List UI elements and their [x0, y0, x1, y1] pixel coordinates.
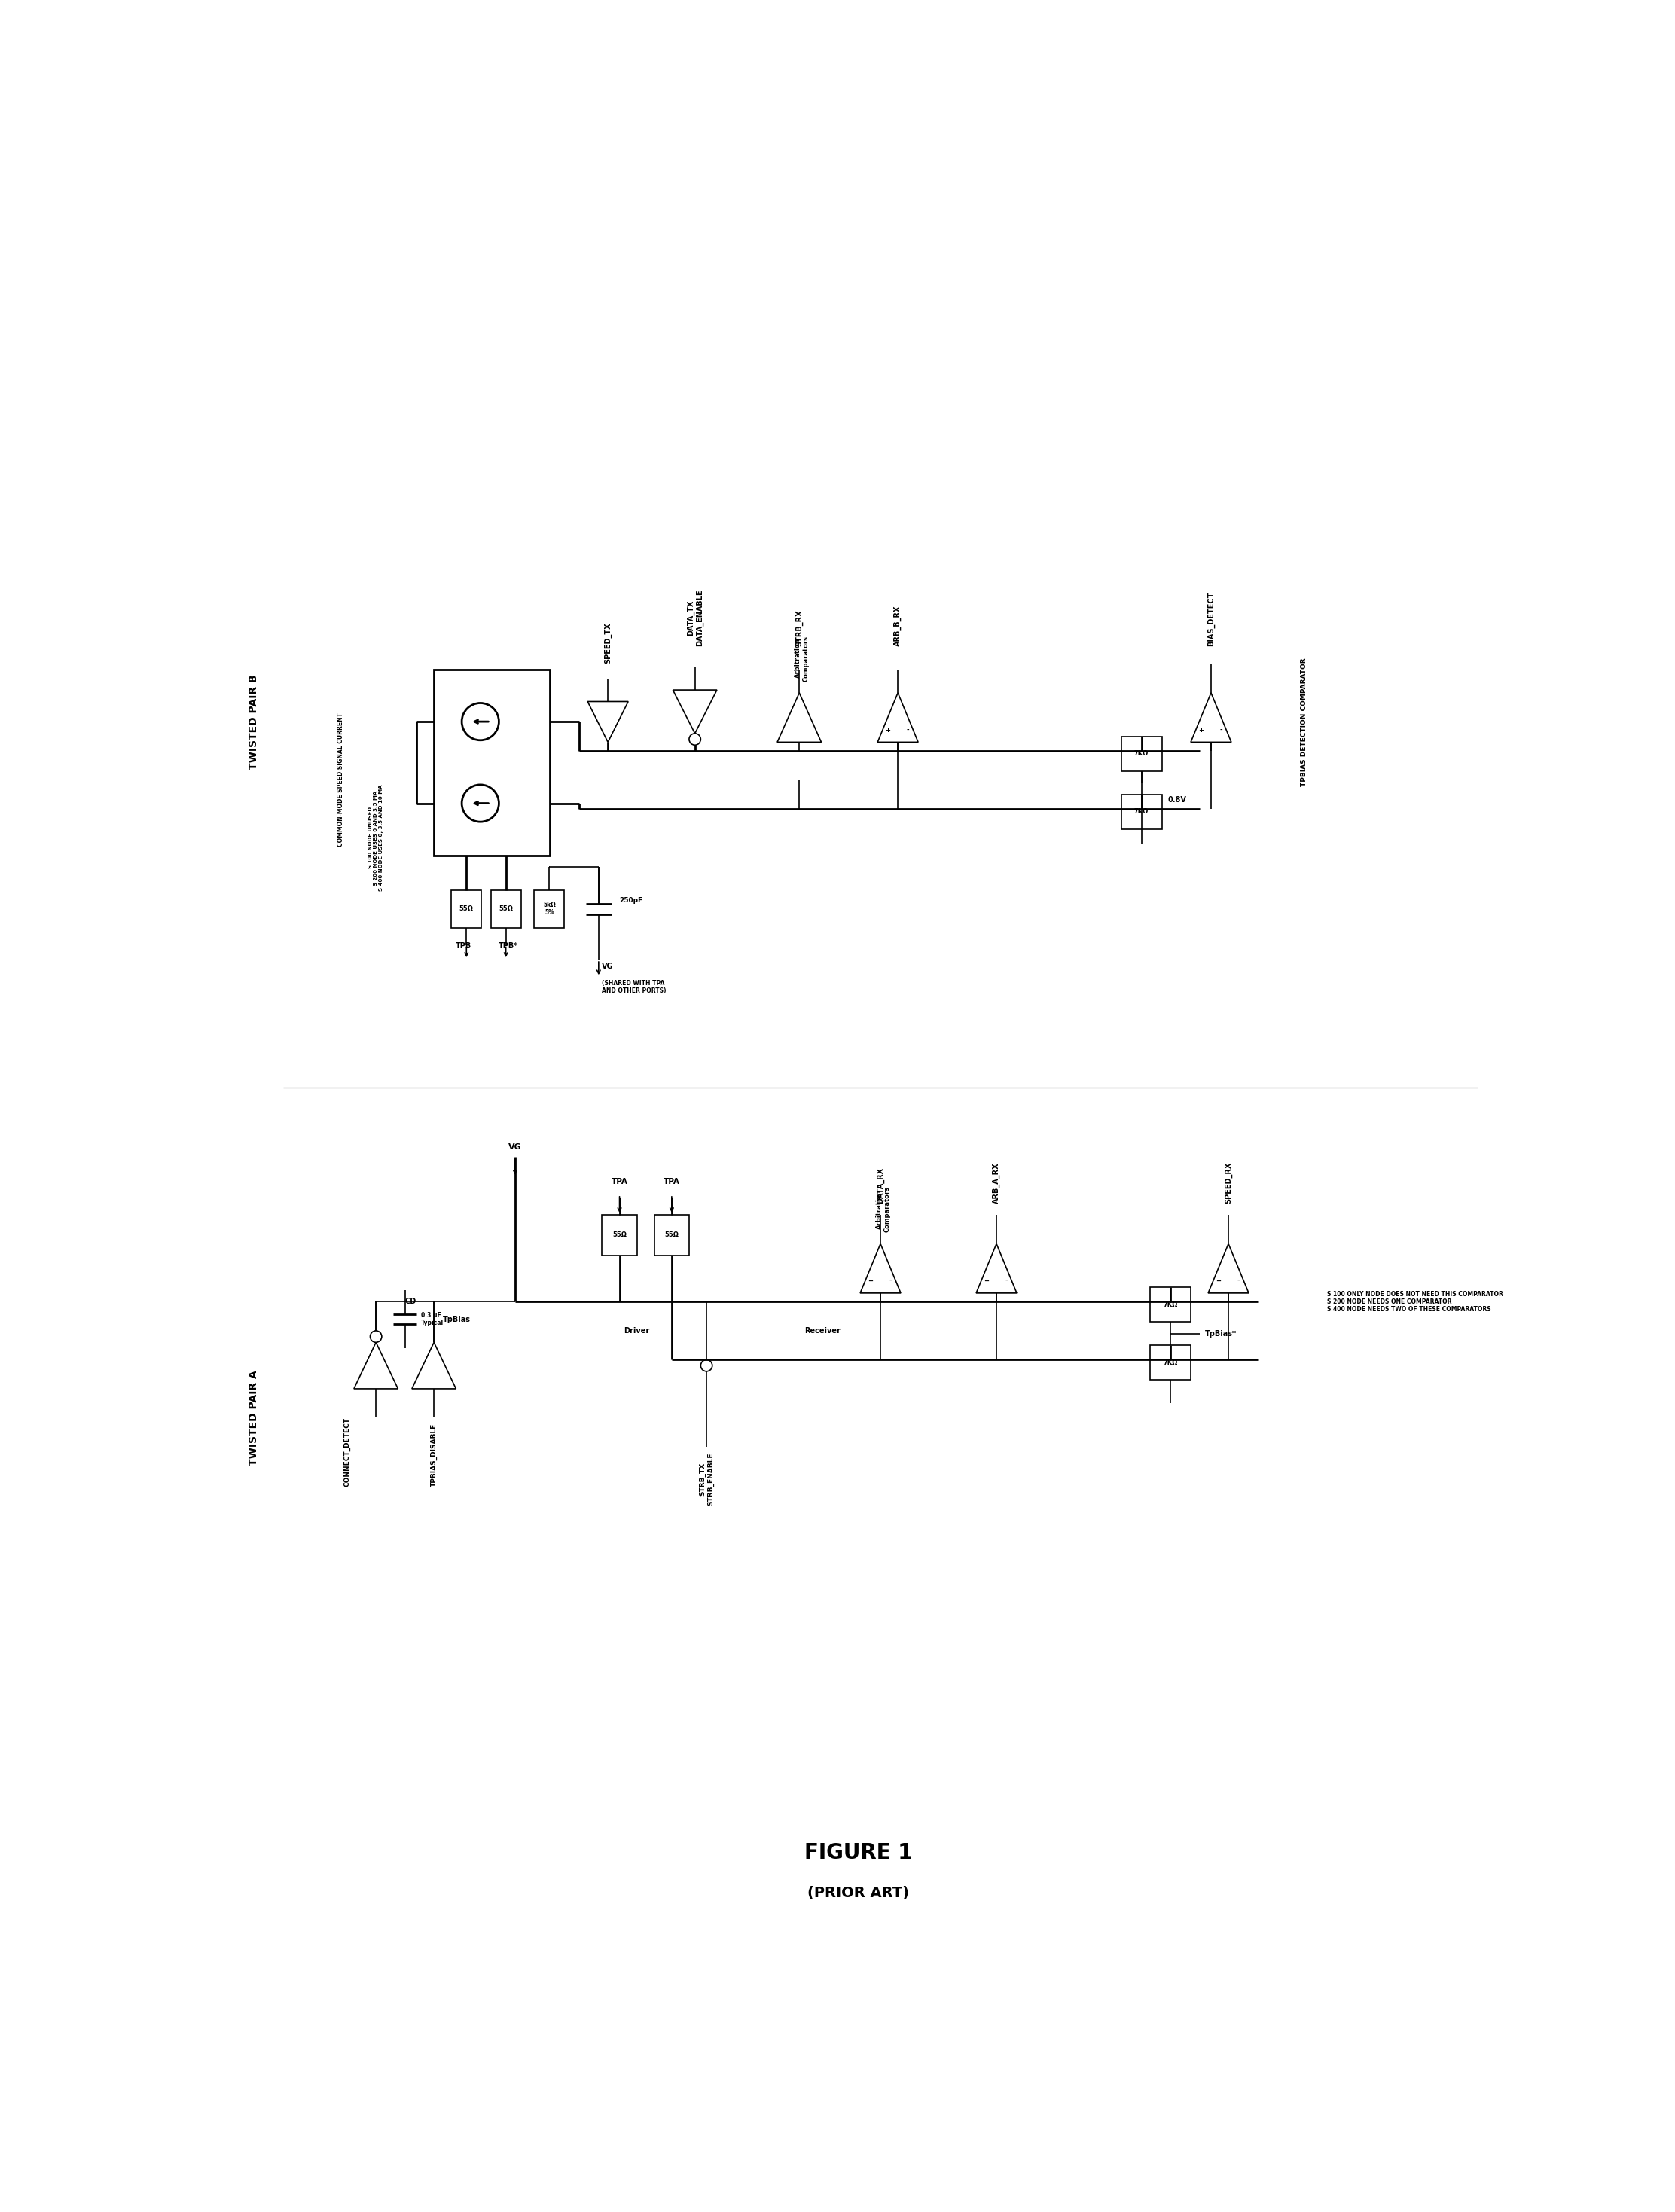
Text: 5kΩ
5%: 5kΩ 5%	[543, 902, 556, 916]
Text: (PRIOR ART): (PRIOR ART)	[807, 1887, 910, 1900]
Text: 7KΩ: 7KΩ	[1134, 750, 1149, 757]
Bar	[1121, 737, 1162, 772]
Text: +: +	[983, 1276, 988, 1285]
Bar	[451, 889, 481, 927]
Text: S 100 ONLY NODE DOES NOT NEED THIS COMPARATOR
S 200 NODE NEEDS ONE COMPARATOR
S : S 100 ONLY NODE DOES NOT NEED THIS COMPA…	[1327, 1290, 1502, 1314]
Text: 0.3 uF
Typical: 0.3 uF Typical	[420, 1312, 444, 1327]
Bar	[1151, 1345, 1191, 1380]
Bar	[601, 1214, 636, 1256]
Bar	[1121, 794, 1162, 830]
Text: -: -	[1005, 1276, 1008, 1285]
Text: DATA_TX
DATA_ENABLE: DATA_TX DATA_ENABLE	[687, 588, 704, 646]
Text: TWISTED PAIR A: TWISTED PAIR A	[250, 1369, 260, 1467]
Text: -: -	[906, 726, 910, 732]
Text: SPEED_RX: SPEED_RX	[1224, 1161, 1233, 1203]
Text: ARB_A_RX: ARB_A_RX	[993, 1161, 1000, 1203]
Text: 55Ω: 55Ω	[499, 905, 513, 911]
Text: VG: VG	[509, 1144, 523, 1150]
Text: -: -	[889, 1276, 893, 1285]
Text: 250pF: 250pF	[620, 896, 643, 902]
Text: VG: VG	[601, 962, 613, 971]
Text: 7KΩ: 7KΩ	[1162, 1358, 1178, 1367]
Text: (SHARED WITH TPA
AND OTHER PORTS): (SHARED WITH TPA AND OTHER PORTS)	[601, 980, 667, 995]
Bar	[434, 670, 549, 856]
Text: TPBIAS DETECTION COMPARATOR: TPBIAS DETECTION COMPARATOR	[1300, 657, 1306, 785]
Text: TWISTED PAIR B: TWISTED PAIR B	[250, 675, 260, 770]
Text: Arbitration
Comparators: Arbitration Comparators	[876, 1186, 891, 1232]
Text: +: +	[1216, 1276, 1221, 1285]
Text: S 100 NODE UNUSED
S 200 NODE USES 0 AND 3.5 MA
S 400 NODE USES 0, 3.5 AND 10 MA: S 100 NODE UNUSED S 200 NODE USES 0 AND …	[369, 785, 384, 891]
Text: TPB: TPB	[456, 942, 471, 949]
Bar	[655, 1214, 688, 1256]
Text: Driver: Driver	[625, 1327, 650, 1334]
Text: ARB_B_RX: ARB_B_RX	[894, 606, 901, 646]
Text: TPA: TPA	[663, 1179, 680, 1186]
Text: +: +	[868, 1276, 873, 1285]
Text: STRB_RX: STRB_RX	[796, 611, 802, 646]
Text: 0.8V: 0.8V	[1167, 796, 1186, 803]
Text: TpBias*: TpBias*	[1206, 1329, 1236, 1338]
Text: +: +	[884, 726, 891, 732]
Text: 55Ω: 55Ω	[613, 1232, 626, 1239]
Text: TPA: TPA	[611, 1179, 628, 1186]
Text: COMMON-MODE SPEED SIGNAL CURRENT: COMMON-MODE SPEED SIGNAL CURRENT	[338, 712, 345, 847]
Text: STRB_TX
STRB_ENABLE: STRB_TX STRB_ENABLE	[698, 1453, 714, 1506]
Text: Receiver: Receiver	[804, 1327, 841, 1334]
Text: FIGURE 1: FIGURE 1	[804, 1843, 913, 1863]
Text: CD: CD	[405, 1298, 417, 1305]
Text: 7KΩ: 7KΩ	[1134, 807, 1149, 814]
Text: 55Ω: 55Ω	[459, 905, 474, 911]
Text: -: -	[1238, 1276, 1240, 1285]
Text: +: +	[1198, 726, 1204, 732]
Text: DATA_RX: DATA_RX	[876, 1168, 884, 1203]
Text: BIAS_DETECT: BIAS_DETECT	[1208, 593, 1214, 646]
Bar	[491, 889, 521, 927]
Text: TPB*: TPB*	[499, 942, 519, 949]
Text: 55Ω: 55Ω	[665, 1232, 678, 1239]
Bar	[534, 889, 564, 927]
Bar	[1151, 1287, 1191, 1323]
Text: Arbitration
Comparators: Arbitration Comparators	[796, 635, 809, 681]
Text: TPBIAS_DISABLE: TPBIAS_DISABLE	[430, 1425, 437, 1486]
Text: CONNECT_DETECT: CONNECT_DETECT	[343, 1418, 350, 1486]
Text: SPEED_TX: SPEED_TX	[605, 624, 611, 664]
Text: -: -	[1219, 726, 1223, 732]
Text: 7KΩ: 7KΩ	[1162, 1301, 1178, 1307]
Text: TpBias: TpBias	[442, 1316, 471, 1323]
